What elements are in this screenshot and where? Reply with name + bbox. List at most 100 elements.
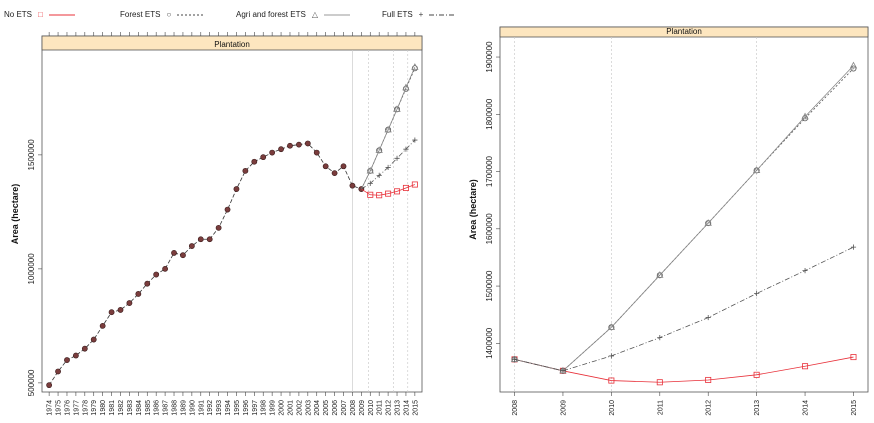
y-tick-label: 1500000 bbox=[485, 270, 494, 302]
x-tick-label: 1997 bbox=[252, 400, 259, 416]
strip-label: Plantation bbox=[666, 27, 702, 36]
series-point bbox=[608, 353, 614, 359]
x-tick-label: 1984 bbox=[136, 400, 143, 416]
series-point bbox=[402, 184, 409, 191]
series-point bbox=[394, 155, 400, 161]
series-point bbox=[705, 314, 711, 321]
x-tick-label: 2009 bbox=[560, 400, 567, 416]
x-tick-label: 2008 bbox=[512, 400, 519, 416]
y-tick-label: 1000000 bbox=[27, 253, 36, 285]
x-tick-label: 1989 bbox=[180, 400, 187, 416]
y-tick-label: 1400000 bbox=[485, 327, 494, 359]
series-point bbox=[608, 377, 615, 384]
x-tick-label: 2010 bbox=[609, 400, 616, 416]
x-tick-label: 1990 bbox=[189, 400, 196, 416]
legend-symbol: △ bbox=[311, 10, 318, 19]
x-tick-label: 2004 bbox=[314, 400, 321, 416]
historical-point bbox=[313, 149, 320, 156]
x-tick-label: 2000 bbox=[279, 400, 286, 416]
historical-point bbox=[340, 163, 347, 170]
legend-line bbox=[177, 14, 204, 15]
x-tick-label: 2013 bbox=[754, 400, 761, 416]
series-point bbox=[705, 376, 712, 383]
historical-point bbox=[135, 291, 142, 297]
series-point bbox=[752, 166, 761, 174]
x-tick-label: 1999 bbox=[270, 400, 277, 416]
strip-background bbox=[41, 35, 423, 51]
series-point bbox=[375, 146, 383, 153]
x-tick-label: 1995 bbox=[234, 400, 241, 416]
y-tick-label: 1600000 bbox=[485, 213, 494, 245]
series-point bbox=[412, 137, 418, 143]
historical-point bbox=[197, 236, 204, 243]
x-tick-label: 2012 bbox=[386, 400, 393, 416]
x-tick-label: 2011 bbox=[377, 400, 384, 415]
strip-label: Plantation bbox=[214, 40, 250, 49]
x-tick-label: 1979 bbox=[91, 400, 98, 416]
legend-symbol: □ bbox=[38, 10, 43, 19]
x-tick-label: 2012 bbox=[706, 400, 713, 416]
legend-label: Full ETS bbox=[382, 10, 413, 19]
y-axis-label: Area (hectare) bbox=[10, 184, 20, 245]
series-line-agri-and-forest-ets bbox=[360, 66, 416, 190]
historical-point bbox=[322, 163, 329, 170]
historical-point bbox=[153, 271, 160, 278]
series-point bbox=[560, 368, 566, 374]
x-tick-label: 2006 bbox=[332, 400, 339, 416]
legend-label: Agri and forest ETS bbox=[236, 10, 306, 19]
series-point bbox=[403, 146, 409, 152]
legend-line bbox=[429, 14, 456, 15]
x-tick-label: 2002 bbox=[296, 400, 303, 416]
series-point bbox=[849, 61, 858, 69]
x-tick-label: 1988 bbox=[172, 400, 179, 416]
historical-point bbox=[126, 300, 133, 306]
legend-label: No ETS bbox=[4, 10, 33, 19]
x-tick-label: 1996 bbox=[243, 400, 250, 416]
historical-point bbox=[162, 265, 168, 272]
series-point bbox=[657, 335, 663, 341]
chart-panel-2: Plantation 2008 2009 2010 2011 2012 2013 2014 20… bbox=[468, 26, 869, 416]
x-tick-label: 2005 bbox=[323, 400, 330, 416]
historical-point bbox=[171, 250, 177, 256]
series-point bbox=[376, 172, 382, 178]
series-line-no-ets bbox=[514, 356, 854, 383]
series-point bbox=[511, 356, 518, 362]
x-tick-label: 2013 bbox=[395, 400, 402, 416]
series-point bbox=[850, 354, 857, 361]
x-tick-label: 1998 bbox=[261, 400, 268, 416]
historical-point bbox=[260, 154, 267, 161]
historical-point bbox=[269, 149, 276, 156]
legend-item-no-ets: No ETS □ bbox=[4, 10, 75, 19]
x-tick-label: 1982 bbox=[118, 400, 125, 416]
series-point bbox=[656, 379, 663, 386]
x-tick-label: 1992 bbox=[207, 400, 214, 416]
series-point bbox=[801, 112, 809, 120]
legend-line bbox=[48, 14, 75, 15]
historical-point bbox=[278, 146, 284, 153]
x-tick-label: 1978 bbox=[82, 400, 89, 416]
x-tick-label: 1976 bbox=[64, 400, 71, 416]
plot-frame bbox=[499, 26, 869, 393]
historical-point bbox=[242, 167, 249, 174]
y-tick-label: 1800000 bbox=[485, 98, 494, 130]
historical-point bbox=[99, 322, 106, 329]
legend-item-full-ets: Full ETS + bbox=[382, 10, 456, 19]
series-point bbox=[753, 371, 760, 378]
x-tick-label: 2009 bbox=[359, 400, 366, 416]
series-line-full-ets bbox=[514, 246, 854, 372]
x-tick-label: 2001 bbox=[287, 400, 294, 416]
x-tick-label: 1985 bbox=[145, 400, 152, 416]
series-point bbox=[367, 180, 373, 186]
y-tick-label: 1700000 bbox=[485, 155, 494, 187]
historical-point bbox=[296, 141, 302, 148]
historical-point bbox=[215, 224, 222, 231]
x-tick-label: 2014 bbox=[403, 400, 410, 416]
x-tick-label: 2011 bbox=[657, 400, 664, 415]
series-point bbox=[402, 83, 410, 91]
historical-point bbox=[144, 280, 151, 287]
x-tick-label: 2010 bbox=[368, 400, 375, 416]
legend: No ETS □ Forest ETS ○ Agri and forest ET… bbox=[0, 0, 874, 26]
historical-point bbox=[206, 236, 213, 243]
strip-background bbox=[499, 26, 869, 38]
legend-symbol: ○ bbox=[166, 10, 172, 19]
